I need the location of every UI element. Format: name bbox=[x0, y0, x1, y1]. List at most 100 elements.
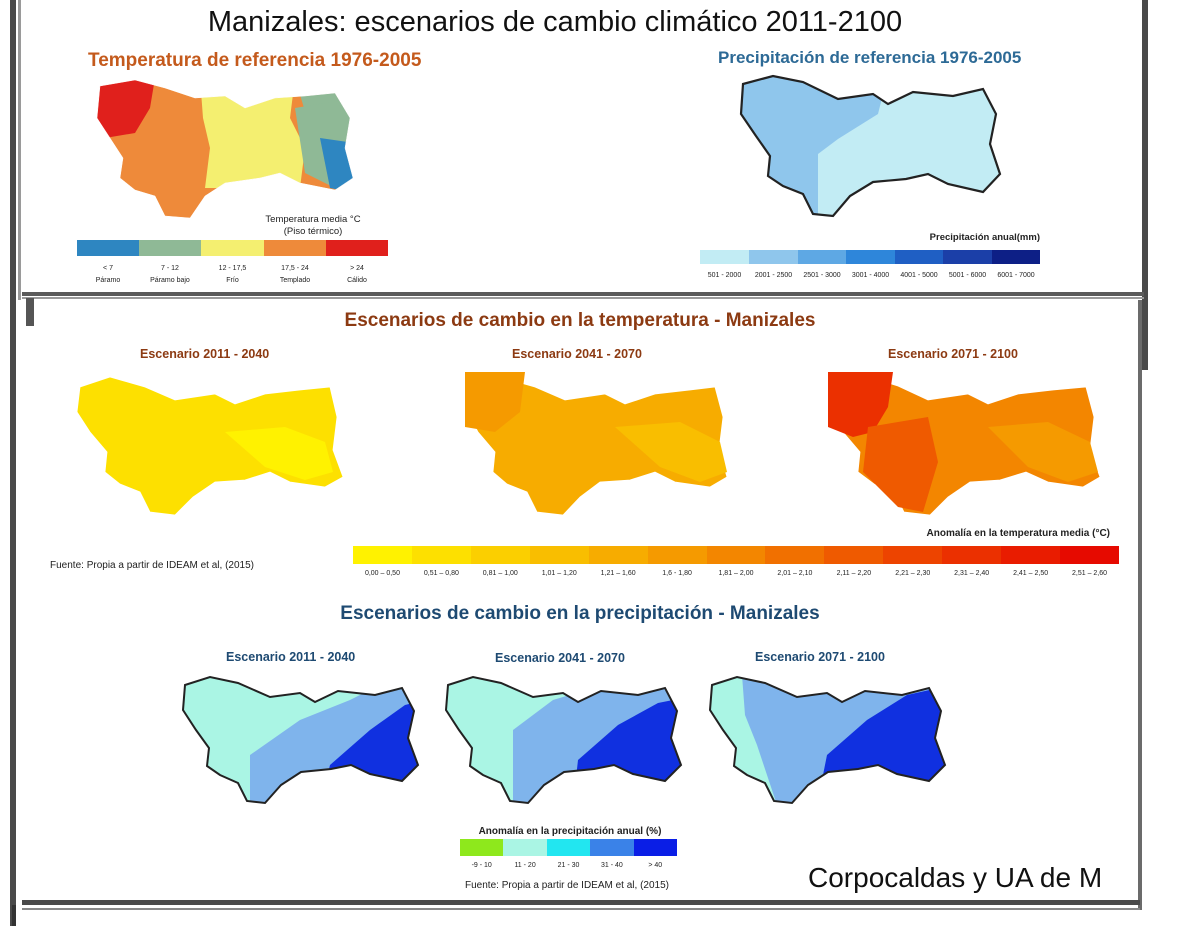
legend-label: 2,01 – 2,10 bbox=[777, 570, 813, 577]
legend-class: Templado bbox=[279, 277, 311, 284]
precip-ref-legend-bar bbox=[700, 250, 1040, 264]
frame-right-lower-border bbox=[1138, 300, 1142, 910]
temp-scenario-1-map bbox=[76, 376, 344, 516]
section-divider bbox=[22, 292, 1144, 296]
temp-change-title: Escenarios de cambio en la temperatura -… bbox=[344, 310, 816, 331]
legend-swatch bbox=[411, 546, 471, 564]
corner-mark bbox=[26, 298, 34, 326]
legend-label: 12 - 17,5 Frío bbox=[201, 263, 264, 287]
temp-ref-map bbox=[96, 79, 354, 219]
precip-change-legend-labels: -9 - 10 11 - 20 21 - 30 31 - 40 > 40 bbox=[460, 862, 677, 872]
precip-ref-title: Precipitación de referencia 1976-2005 bbox=[718, 48, 1022, 67]
legend-swatch bbox=[700, 250, 749, 264]
temp-ref-title: Temperatura de referencia 1976-2005 bbox=[88, 50, 422, 71]
legend-swatch bbox=[883, 546, 943, 564]
bottom-border-inner bbox=[22, 908, 1140, 910]
temp-scenario-2-map bbox=[465, 372, 728, 516]
legend-label: 1,6 - 1,80 bbox=[662, 570, 692, 577]
legend-swatch bbox=[942, 546, 1002, 564]
legend-label: 0,81 – 1,00 bbox=[482, 570, 518, 577]
legend-range: 17,5 - 24 bbox=[281, 265, 309, 272]
legend-swatch bbox=[326, 240, 388, 256]
legend-swatch bbox=[706, 546, 766, 564]
legend-swatch bbox=[846, 250, 895, 264]
legend-swatch bbox=[943, 250, 992, 264]
legend-label: 1,81 – 2,00 bbox=[718, 570, 754, 577]
legend-label: 2501 - 3000 bbox=[803, 272, 841, 279]
legend-range: 12 - 17,5 bbox=[218, 265, 247, 272]
legend-swatch bbox=[353, 546, 412, 564]
temp-change-legend-labels: 0,00 – 0,50 0,51 – 0,80 0,81 – 1,00 1,01 – … bbox=[353, 570, 1119, 580]
legend-swatch bbox=[546, 839, 591, 856]
legend-swatch bbox=[264, 240, 326, 256]
legend-swatch bbox=[460, 839, 504, 856]
legend-range: 7 - 12 bbox=[161, 265, 179, 272]
precip-scenario-1-label: Escenario 2011 - 2040 bbox=[226, 650, 356, 664]
legend-label: 2,21 – 2,30 bbox=[895, 570, 931, 577]
temp-ref-legend-title: Temperatura media °C (Piso térmico) bbox=[248, 214, 378, 238]
precip-scenario-2-label: Escenario 2041 - 2070 bbox=[495, 651, 625, 665]
precip-scenario-3-label: Escenario 2071 - 2100 bbox=[755, 650, 885, 664]
legend-label: < 7 Páramo bbox=[77, 263, 139, 287]
temp-change-source: Fuente: Propia a partir de IDEAM et al, … bbox=[50, 560, 254, 571]
temp-ref-legend-labels: < 7 Páramo 7 - 12 Páramo bajo 12 - 17,5 Frí… bbox=[77, 263, 388, 289]
legend-label: 21 - 30 bbox=[557, 862, 580, 869]
legend-swatch bbox=[824, 546, 884, 564]
temp-change-legend-title: Anomalía en la temperatura media (°C) bbox=[926, 528, 1111, 539]
legend-label: 3001 - 4000 bbox=[851, 272, 890, 279]
legend-label: 31 - 40 bbox=[600, 862, 623, 869]
legend-range: < 7 bbox=[103, 265, 113, 272]
legend-range: > 24 bbox=[350, 265, 364, 272]
legend-label: 7 - 12 Páramo bajo bbox=[139, 263, 201, 287]
legend-swatch bbox=[798, 250, 846, 264]
precip-change-legend-bar bbox=[460, 839, 677, 856]
legend-swatch bbox=[201, 240, 264, 256]
legend-swatch bbox=[1001, 546, 1061, 564]
bottom-border bbox=[22, 900, 1140, 905]
legend-label: 1,01 – 1,20 bbox=[541, 570, 577, 577]
legend-label: 5001 - 6000 bbox=[948, 272, 987, 279]
legend-swatch bbox=[749, 250, 798, 264]
legend-swatch bbox=[647, 546, 707, 564]
corner-mark bbox=[12, 905, 16, 926]
precip-scenario-3-map bbox=[708, 675, 947, 805]
precip-change-source: Fuente: Propia a partir de IDEAM et al, … bbox=[465, 880, 669, 891]
temp-scenario-1-label: Escenario 2011 - 2040 bbox=[140, 347, 270, 361]
frame-right-border bbox=[1142, 0, 1148, 370]
temp-scenario-2-label: Escenario 2041 - 2070 bbox=[512, 347, 642, 361]
legend-label: 1,21 – 1,60 bbox=[600, 570, 636, 577]
precip-change-title: Escenarios de cambio en la precipitación… bbox=[340, 603, 820, 624]
legend-swatch bbox=[765, 546, 825, 564]
legend-swatch bbox=[139, 240, 201, 256]
temp-ref-legend-title-line1: Temperatura media °C bbox=[265, 214, 361, 225]
temp-ref-legend-title-line2: (Piso térmico) bbox=[283, 226, 343, 237]
legend-label: 0,51 – 0,80 bbox=[423, 570, 459, 577]
legend-label: 6001 - 7000 bbox=[997, 272, 1035, 279]
legend-class: Cálido bbox=[347, 277, 367, 284]
legend-swatch bbox=[895, 250, 943, 264]
legend-swatch bbox=[588, 546, 648, 564]
frame-left-border bbox=[10, 0, 16, 926]
section-divider-inner bbox=[22, 297, 1144, 299]
temp-scenario-3-map bbox=[828, 372, 1101, 516]
legend-label: > 40 bbox=[648, 862, 663, 869]
legend-swatch bbox=[470, 546, 530, 564]
legend-class: Páramo bbox=[95, 277, 121, 284]
legend-label: 11 - 20 bbox=[514, 862, 536, 869]
legend-label: > 24 Cálido bbox=[326, 263, 388, 287]
precip-ref-legend-title: Precipitación anual(mm) bbox=[929, 232, 1040, 243]
legend-class: Frío bbox=[226, 277, 239, 284]
precip-scenario-2-map bbox=[444, 675, 683, 805]
precip-change-legend-title: Anomalía en la precipitación anual (%) bbox=[478, 826, 662, 837]
legend-swatch bbox=[77, 240, 139, 256]
legend-swatch bbox=[529, 546, 589, 564]
temp-change-legend-bar bbox=[353, 546, 1119, 564]
precip-ref-map bbox=[739, 74, 1002, 218]
legend-swatch bbox=[992, 250, 1040, 264]
legend-label: 2,41 – 2,50 bbox=[1013, 570, 1049, 577]
legend-label: 2,31 – 2,40 bbox=[954, 570, 990, 577]
legend-swatch bbox=[1060, 546, 1119, 564]
legend-swatch bbox=[590, 839, 634, 856]
precip-scenario-1-map bbox=[181, 675, 420, 805]
page-title: Manizales: escenarios de cambio climátic… bbox=[207, 6, 903, 38]
